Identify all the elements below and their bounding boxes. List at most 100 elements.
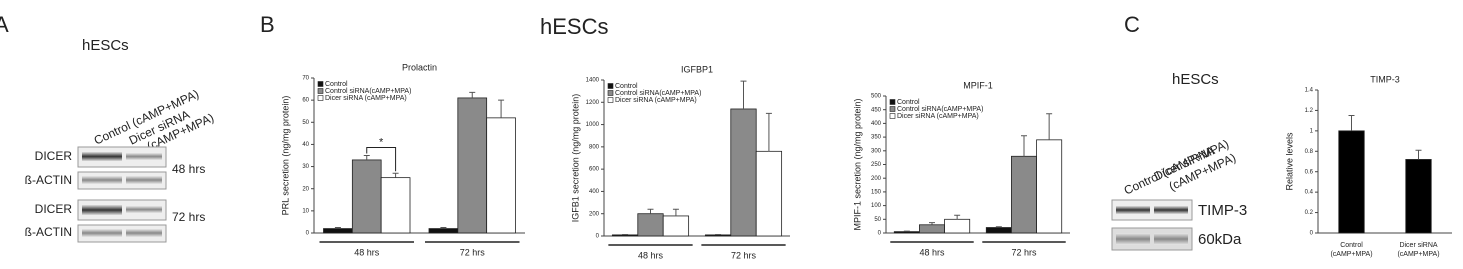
row-label: DICER — [35, 149, 73, 163]
row-label: ß-ACTIN — [25, 225, 72, 239]
annotation: * — [379, 136, 384, 148]
legend-swatch — [317, 88, 324, 94]
legend-swatch — [607, 90, 614, 96]
x-tick-label: 72 hrs — [460, 247, 486, 257]
legend-label: Control siRNA(cAMP+MPA) — [615, 90, 701, 97]
y-tick-label: 0 — [306, 231, 310, 237]
panel-label: A — [0, 12, 9, 37]
y-tick-label: 1 — [1310, 128, 1314, 134]
y-tick-label: 150 — [871, 189, 882, 195]
y-tick-label: 60 — [302, 98, 309, 104]
error-bar — [392, 172, 399, 178]
chart-title: Prolactin — [402, 62, 437, 72]
legend-label: Dicer siRNA (cAMP+MPA) — [325, 95, 407, 102]
legend-label: Control siRNA(cAMP+MPA) — [325, 88, 411, 95]
y-axis-label: PRL secretion (ng/mg protein) — [280, 96, 290, 216]
x-tick-label: Dicer siRNA (cAMP+MPA) — [1397, 242, 1439, 258]
y-tick-label: 0.2 — [1305, 210, 1314, 216]
x-tick-label: 72 hrs — [1011, 247, 1037, 257]
y-tick-label: 200 — [589, 211, 600, 217]
band-label: 60kDa — [1198, 231, 1242, 248]
x-tick-label: Control (cAMP+MPA) — [1330, 242, 1372, 258]
y-tick-label: 50 — [874, 217, 881, 223]
y-tick-label: 600 — [589, 167, 600, 173]
bar — [380, 177, 411, 234]
error-bar — [498, 99, 505, 118]
error-bar — [440, 226, 447, 229]
y-tick-label: 0 — [878, 231, 882, 237]
y-tick-label: 0.4 — [1305, 190, 1314, 196]
error-bar — [363, 155, 370, 160]
y-tick-label: 20 — [302, 186, 309, 192]
y-tick-label: 1200 — [586, 100, 600, 106]
row-label: ß-ACTIN — [25, 173, 72, 187]
panel-title: hESCs — [540, 14, 608, 39]
blot — [77, 146, 167, 243]
error-bar — [1021, 135, 1027, 157]
y-tick-label: 0 — [1310, 231, 1314, 237]
legend-label: Dicer siRNA (cAMP+MPA) — [897, 113, 979, 120]
bar — [1036, 139, 1063, 234]
y-tick-label: 1.2 — [1305, 108, 1314, 114]
significance-bracket — [366, 147, 397, 172]
y-tick-label: 1400 — [586, 78, 600, 84]
y-tick-label: 100 — [871, 203, 882, 209]
chart-title: IGFBP1 — [681, 64, 713, 74]
chart-title: MPIF-1 — [963, 80, 993, 90]
error-bar — [903, 230, 910, 232]
row-label: DICER — [35, 202, 73, 216]
bar — [611, 234, 639, 237]
bar — [893, 231, 920, 234]
y-tick-label: 1000 — [586, 122, 600, 128]
y-axis-label: IGFB1 secretion (ng/mg protein) — [570, 94, 580, 223]
bar — [730, 108, 757, 237]
legend-label: Control — [615, 83, 638, 90]
y-tick-label: 10 — [302, 208, 309, 214]
y-tick-label: 1.4 — [1305, 88, 1314, 94]
time-label: 72 hrs — [172, 210, 205, 224]
y-tick-label: 400 — [589, 189, 600, 195]
legend-label: Dicer siRNA (cAMP+MPA) — [615, 97, 697, 104]
bar — [351, 159, 382, 234]
legend-swatch — [317, 95, 324, 101]
error-bar — [929, 222, 935, 225]
y-tick-label: 0.6 — [1305, 169, 1314, 175]
bar — [457, 97, 488, 234]
error-bar — [995, 226, 1002, 228]
bar — [985, 227, 1012, 234]
y-axis-label: Relative levels — [1284, 132, 1294, 191]
x-tick-label: 48 hrs — [354, 247, 380, 257]
panel-title: hESCs — [82, 37, 129, 54]
error-bar — [1348, 115, 1355, 131]
legend-swatch — [607, 97, 614, 103]
legend-label: Control — [325, 81, 348, 88]
bar — [486, 117, 516, 234]
error-bar — [1046, 113, 1053, 140]
y-tick-label: 70 — [302, 76, 309, 82]
error-bar — [740, 80, 747, 109]
y-tick-label: 50 — [302, 120, 309, 126]
bar — [1405, 159, 1432, 234]
bar — [323, 228, 353, 234]
error-bar — [334, 226, 341, 229]
panel-title: hESCs — [1172, 71, 1219, 88]
y-tick-label: 250 — [871, 162, 882, 168]
panel-label: B — [260, 12, 275, 37]
y-tick-label: 30 — [302, 164, 309, 170]
error-bar — [647, 208, 654, 214]
y-tick-label: 0.8 — [1305, 149, 1314, 155]
legend-swatch — [317, 81, 324, 87]
bar — [755, 150, 783, 237]
bar — [662, 215, 690, 237]
y-tick-label: 40 — [302, 142, 309, 148]
y-tick-label: 0 — [596, 234, 600, 240]
error-bar — [469, 91, 476, 98]
bar — [704, 234, 732, 237]
x-tick-label: 72 hrs — [731, 250, 757, 260]
y-tick-label: 300 — [871, 148, 882, 154]
blot — [1111, 199, 1193, 251]
error-bar — [672, 208, 679, 216]
y-tick-label: 350 — [871, 135, 882, 141]
chart-title: TIMP-3 — [1370, 74, 1400, 84]
